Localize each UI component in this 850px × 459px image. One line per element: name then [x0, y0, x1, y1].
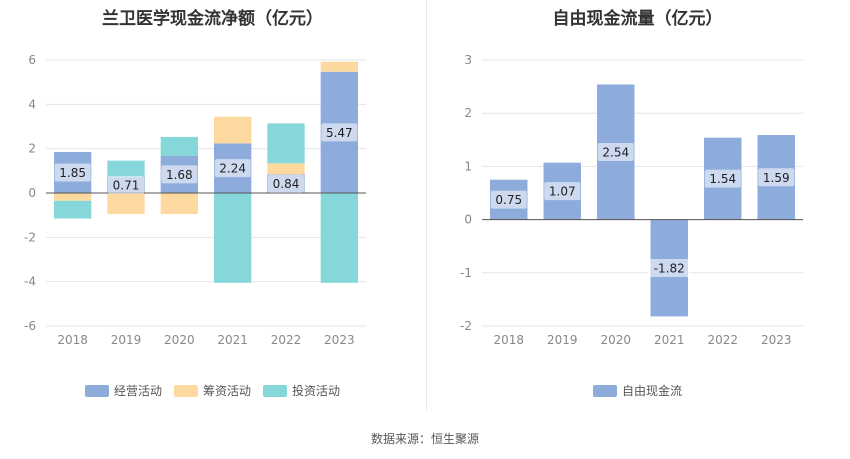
data-label: 2.54 [602, 146, 629, 160]
y-tick-label: -6 [24, 319, 36, 333]
legend: 经营活动 筹资活动 投资活动 [0, 382, 425, 399]
cashflow-net-chart: 兰卫医学现金流净额（亿元） -6 -4 -2 0 2 4 6 1.85 0.71 1.68 2.24… [0, 0, 425, 410]
data-source: 数据来源：恒生聚源 [370, 432, 479, 446]
x-tick-label: 2023 [761, 333, 792, 347]
data-label-bg [161, 165, 198, 184]
data-label-bg [758, 168, 795, 187]
data-label-bg [321, 123, 358, 142]
data-label: 5.47 [326, 126, 353, 140]
chart-title: 兰卫医学现金流净额（亿元） [102, 9, 323, 29]
data-label-bg [704, 169, 741, 188]
bar [320, 193, 358, 283]
legend-item[interactable]: 自由现金流 [592, 382, 682, 399]
legend: 自由现金流 [425, 382, 850, 399]
bar [107, 193, 145, 215]
data-label-bg [268, 174, 304, 193]
data-label: 1.54 [709, 172, 736, 186]
free-cashflow-plot: -2 -1 0 1 2 3 0.75 1.07 2.54 -1.82 1.54 1.59 2018 201… [460, 53, 803, 347]
y-tick-label: -1 [460, 266, 472, 280]
x-tick-label: 2019 [547, 333, 578, 347]
legend-label: 自由现金流 [621, 384, 682, 398]
x-tick-label: 2022 [271, 333, 302, 347]
y-tick-label: 0 [464, 213, 472, 227]
x-tick-label: 2021 [654, 333, 685, 347]
x-tick-label: 2018 [57, 333, 88, 347]
legend-swatch [592, 384, 617, 397]
data-label: 2.24 [219, 162, 246, 176]
data-label: 0.84 [273, 177, 300, 191]
legend-swatch [84, 384, 109, 397]
x-tick-label: 2021 [217, 333, 248, 347]
data-label: 1.68 [166, 168, 193, 182]
y-tick-label: -2 [460, 319, 472, 333]
data-label-bg [597, 143, 634, 162]
x-tick-label: 2020 [164, 333, 195, 347]
data-label-bg [214, 159, 251, 178]
data-label-bg [490, 190, 527, 209]
bar [160, 136, 198, 156]
bar [214, 193, 252, 283]
y-tick-label: -2 [24, 230, 36, 244]
chart-title: 自由现金流量（亿元） [552, 9, 723, 29]
legend-swatch [263, 384, 287, 397]
bar [160, 193, 198, 215]
legend-swatch [173, 384, 198, 397]
bar [54, 200, 92, 219]
y-tick-label: 1 [464, 159, 472, 173]
bar [214, 116, 252, 144]
x-tick-label: 2020 [600, 333, 631, 347]
cashflow-net-plot: -6 -4 -2 0 2 4 6 1.85 0.71 1.68 2.24 0.84 5.47 2018 20… [24, 53, 366, 347]
legend-item[interactable]: 筹资活动 [173, 382, 251, 399]
data-label-bg [544, 182, 581, 201]
data-label: 1.59 [763, 171, 790, 185]
x-tick-label: 2018 [493, 333, 524, 347]
bar [107, 160, 145, 178]
bar [54, 193, 92, 201]
y-tick-label: -4 [24, 275, 36, 289]
bar [267, 163, 305, 175]
y-tick-label: 6 [28, 53, 36, 67]
legend-label: 投资活动 [292, 384, 341, 398]
legend-item[interactable]: 投资活动 [263, 382, 340, 399]
y-tick-label: 2 [464, 106, 472, 120]
x-tick-label: 2023 [324, 333, 355, 347]
bar [320, 61, 358, 72]
y-tick-label: 4 [28, 97, 36, 111]
legend-item[interactable]: 经营活动 [84, 382, 162, 399]
legend-label: 筹资活动 [202, 384, 251, 398]
data-label: 0.71 [113, 179, 140, 193]
data-label: -1.82 [654, 262, 685, 276]
data-label: 1.85 [59, 166, 86, 180]
free-cashflow-chart: 自由现金流量（亿元） -2 -1 0 1 2 3 0.75 1.07 2.54 -1.82 1.54… [425, 0, 850, 410]
panel-divider [426, 0, 427, 410]
y-tick-label: 2 [28, 142, 36, 156]
data-label-bg [108, 176, 144, 195]
data-label: 1.07 [549, 185, 576, 199]
y-tick-label: 3 [464, 53, 472, 67]
y-tick-label: 0 [28, 186, 36, 200]
legend-label: 经营活动 [113, 384, 162, 398]
data-label-bg [647, 259, 691, 278]
x-tick-label: 2022 [707, 333, 738, 347]
bar [267, 123, 305, 164]
x-tick-label: 2019 [111, 333, 142, 347]
data-label: 0.75 [495, 193, 522, 207]
data-label-bg [54, 163, 91, 182]
